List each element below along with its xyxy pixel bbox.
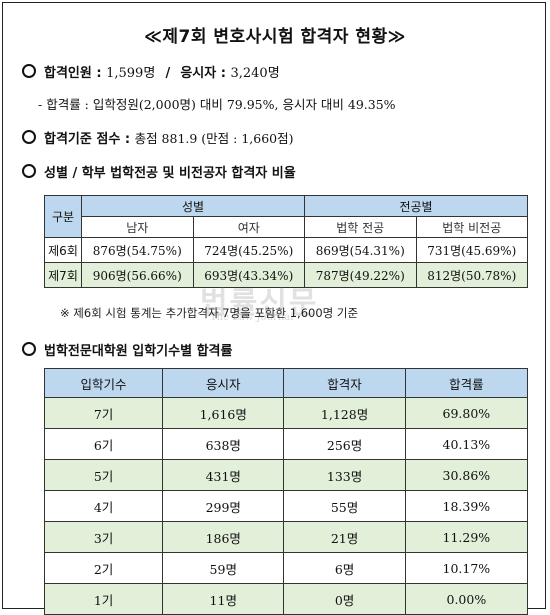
cutoff-line: 합격기준 점수 : 총점 881.9 (만점 : 1,660점) <box>22 128 294 147</box>
circle-bullet-icon <box>22 64 36 78</box>
cutoff-value: 총점 881.9 (만점 : 1,660점) <box>134 131 294 146</box>
table-cell: 1,128명 <box>283 397 406 429</box>
table-cell: 186명 <box>162 521 285 553</box>
table-cell: 55명 <box>283 490 406 522</box>
row-label: 제7회 <box>44 262 82 288</box>
table-cell: 69.80% <box>404 397 529 429</box>
circle-bullet-icon <box>22 342 36 356</box>
column-header: 합격률 <box>404 368 529 398</box>
table-cell: 11명 <box>162 583 285 615</box>
watermark: 법률신문 <box>200 286 319 321</box>
table-row: 7기 1,616명 1,128명 69.80% <box>43 397 529 429</box>
passers-label: 합격인원 <box>44 66 92 81</box>
cohort-pass-rate-table: 입학기수 응시자 합격자 합격률 7기 1,616명 1,128명 69.80%… <box>43 368 529 615</box>
applicants-value: 3,240명 <box>230 66 280 81</box>
table-cell: 0.00% <box>404 583 529 615</box>
column-header: 입학기수 <box>43 368 164 398</box>
table-cell: 431명 <box>162 459 285 491</box>
table-cell: 906명(56.66%) <box>81 262 194 288</box>
column-header: 합격자 <box>283 368 406 398</box>
gender-major-table: 구분 성별 전공별 남자 여자 법학 전공 법학 비전공 제6회 876명(54… <box>44 195 528 288</box>
table-cell: 6기 <box>43 428 164 460</box>
table-cell: 21명 <box>283 521 406 553</box>
row-label: 제6회 <box>44 237 82 263</box>
table-cell: 40.13% <box>404 428 529 460</box>
column-header: 여자 <box>192 216 305 238</box>
passers-line: 합격인원 : 1,599명 / 응시자 : 3,240명 <box>22 62 280 81</box>
table-row: 4기 299명 55명 18.39% <box>43 490 529 522</box>
table-row: 5기 431명 133명 30.86% <box>43 459 529 491</box>
major-group-header: 전공별 <box>304 195 528 217</box>
passers-value: 1,599명 <box>106 66 156 81</box>
gender-section-heading: 성별 / 학부 법학전공 및 비전공자 합격자 비율 <box>22 162 296 181</box>
table-cell: 787명(49.22%) <box>304 262 417 288</box>
column-header: 법학 전공 <box>304 216 417 238</box>
gender-group-header: 성별 <box>81 195 305 217</box>
table-cell: 59명 <box>162 552 285 584</box>
watermark-subtitle: The Law Journal <box>210 312 294 323</box>
circle-bullet-icon <box>22 130 36 144</box>
table-footnote: ※ 제6회 시험 통계는 추가합격자 7명을 포함한 1,600명 기준 <box>60 306 359 320</box>
pass-rate-line: - 합격률 : 입학정원(2,000명) 대비 79.95%, 응시자 대비 4… <box>38 97 396 112</box>
circle-bullet-icon <box>22 164 36 178</box>
table-cell: 256명 <box>283 428 406 460</box>
table-corner-header: 구분 <box>44 195 82 238</box>
table-cell: 5기 <box>43 459 164 491</box>
table-cell: 4기 <box>43 490 164 522</box>
page-title: ≪제7회 변호사시험 합격자 현황≫ <box>144 27 406 47</box>
table-cell: 731명(45.69%) <box>415 237 528 263</box>
table-row: 1기 11명 0명 0.00% <box>43 583 529 615</box>
column-header: 응시자 <box>162 368 285 398</box>
table-cell: 0명 <box>283 583 406 615</box>
table-cell: 724명(45.25%) <box>192 237 305 263</box>
table-row: 2기 59명 6명 10.17% <box>43 552 529 584</box>
table-cell: 30.86% <box>404 459 529 491</box>
cohort-section-heading: 법학전문대학원 입학기수별 합격률 <box>22 340 232 359</box>
table-cell: 693명(43.34%) <box>192 262 305 288</box>
table-cell: 18.39% <box>404 490 529 522</box>
table-cell: 3기 <box>43 521 164 553</box>
applicants-label: 응시자 <box>180 66 217 81</box>
column-header: 남자 <box>81 216 194 238</box>
table-cell: 11.29% <box>404 521 529 553</box>
table-cell: 6명 <box>283 552 406 584</box>
table-row: 6기 638명 256명 40.13% <box>43 428 529 460</box>
passers-separator: / <box>165 66 171 81</box>
table-row: 제6회 876명(54.75%) 724명(45.25%) 869명(54.31… <box>44 237 528 263</box>
table-cell: 10.17% <box>404 552 529 584</box>
table-cell: 1,616명 <box>162 397 285 429</box>
table-cell: 299명 <box>162 490 285 522</box>
column-header: 법학 비전공 <box>415 216 528 238</box>
cutoff-label: 합격기준 점수 <box>44 132 121 147</box>
table-cell: 869명(54.31%) <box>304 237 417 263</box>
table-cell: 133명 <box>283 459 406 491</box>
table-cell: 2기 <box>43 552 164 584</box>
table-row: 3기 186명 21명 11.29% <box>43 521 529 553</box>
table-row: 제7회 906명(56.66%) 693명(43.34%) 787명(49.22… <box>44 262 528 288</box>
table-cell: 876명(54.75%) <box>81 237 194 263</box>
table-cell: 638명 <box>162 428 285 460</box>
table-cell: 1기 <box>43 583 164 615</box>
table-cell: 812명(50.78%) <box>415 262 528 288</box>
table-cell: 7기 <box>43 397 164 429</box>
